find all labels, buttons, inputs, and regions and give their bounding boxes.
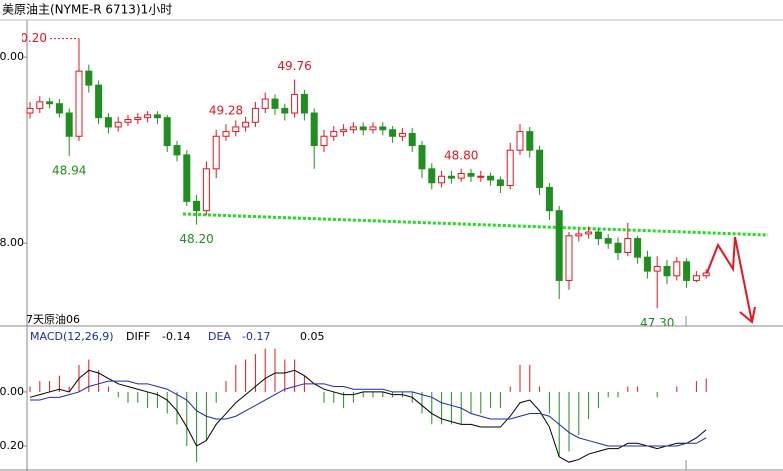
contract-label: 7天原油06 — [26, 312, 80, 326]
candle-body — [692, 275, 700, 281]
dea-line — [30, 380, 707, 447]
candle-body — [673, 261, 681, 277]
candle-body — [85, 70, 93, 86]
candle-body — [202, 168, 210, 212]
annotation-label: 48.80 — [444, 148, 478, 162]
candle-body — [653, 265, 661, 272]
candle-body — [300, 93, 308, 114]
candle-body — [477, 175, 485, 178]
candle-body — [389, 129, 397, 137]
candle-body — [193, 200, 201, 212]
candle-body — [447, 175, 455, 179]
dea-label: DEA — [208, 330, 231, 343]
candle-body — [261, 98, 269, 109]
candle-body — [496, 179, 504, 187]
candle-body — [46, 101, 54, 105]
candle-body — [506, 149, 514, 187]
candle-body — [418, 145, 426, 170]
candle-body — [634, 238, 642, 258]
hist-value: 0.05 — [300, 330, 325, 343]
forecast-arrow — [706, 236, 753, 323]
candle-body — [320, 135, 328, 147]
candle-body — [26, 107, 34, 114]
diff-line — [29, 369, 707, 463]
annotation-label: 49.76 — [277, 59, 311, 73]
candle-body — [251, 107, 259, 123]
arrow-head — [739, 306, 756, 324]
candle-body — [114, 121, 122, 128]
candle-body — [153, 114, 161, 119]
macd-title: MACD(12,26,9) — [30, 330, 114, 343]
chart-title: 美原油主(NYME-R 6713)1小时 — [2, 3, 172, 17]
annotation-label: 49.28 — [209, 104, 243, 118]
candle-body — [438, 175, 446, 184]
candle-body — [212, 135, 220, 170]
candle-body — [398, 132, 406, 137]
diff-value: -0.14 — [162, 330, 190, 343]
trend-line — [182, 212, 769, 237]
candle-body — [291, 93, 299, 114]
candle-body — [428, 168, 436, 184]
candle-body — [95, 84, 103, 119]
candle-body — [487, 175, 495, 181]
candle-body — [134, 117, 142, 121]
candle-body — [516, 131, 524, 151]
candle-body — [271, 98, 279, 109]
candle-body — [585, 231, 593, 235]
y-tick-label: 48.00 — [0, 236, 24, 249]
candle-body — [75, 70, 83, 137]
candle-body — [683, 261, 691, 281]
candle-body — [310, 112, 318, 147]
candle-body — [457, 172, 465, 179]
candle-body — [614, 242, 622, 254]
candle-body — [555, 210, 563, 281]
candle-body — [173, 145, 181, 156]
candle-body — [222, 131, 230, 137]
candle-body — [604, 238, 612, 244]
candle-body — [663, 265, 671, 277]
candle-body — [144, 114, 152, 119]
candle-body — [124, 119, 132, 123]
annotation-label: 48.20 — [179, 232, 213, 246]
candle-body — [242, 121, 250, 128]
candle-body — [624, 238, 632, 254]
candle-body — [104, 117, 112, 128]
candle-body — [565, 235, 573, 281]
y-tick-label: -0.20 — [0, 439, 24, 452]
candle-body — [575, 233, 583, 237]
candle-body — [467, 172, 475, 177]
candle-body — [183, 154, 191, 202]
candle-body — [330, 131, 338, 137]
candle-body — [379, 126, 387, 131]
candle-body — [36, 101, 44, 109]
candle-body — [369, 126, 377, 131]
candle-body — [702, 272, 710, 277]
candle-body — [526, 131, 534, 151]
annotations: 50.20 48.94 48.20 49.76 48.80 49.28 47.30 — [13, 31, 674, 330]
annotation-label: 50.20 — [13, 31, 47, 45]
candle-body — [340, 129, 348, 133]
candle-body — [408, 132, 416, 147]
y-tick-label: 0.00 — [0, 385, 24, 398]
annotation-label: 47.30 — [640, 316, 674, 330]
candle-body — [545, 186, 553, 212]
candle-body — [359, 126, 367, 131]
y-tick-label: 50.00 — [0, 50, 24, 63]
candle-body — [281, 107, 289, 114]
candle-body — [643, 256, 651, 272]
candle-body — [536, 149, 544, 188]
candle-body — [594, 231, 602, 240]
dea-value: -0.17 — [242, 330, 270, 343]
candle-body — [65, 112, 73, 137]
diff-label: DIFF — [126, 330, 150, 343]
candle-body — [232, 126, 240, 133]
candle-body — [55, 103, 63, 114]
candle-body — [163, 117, 171, 147]
candle-body — [349, 126, 357, 131]
annotation-label: 48.94 — [52, 163, 86, 177]
